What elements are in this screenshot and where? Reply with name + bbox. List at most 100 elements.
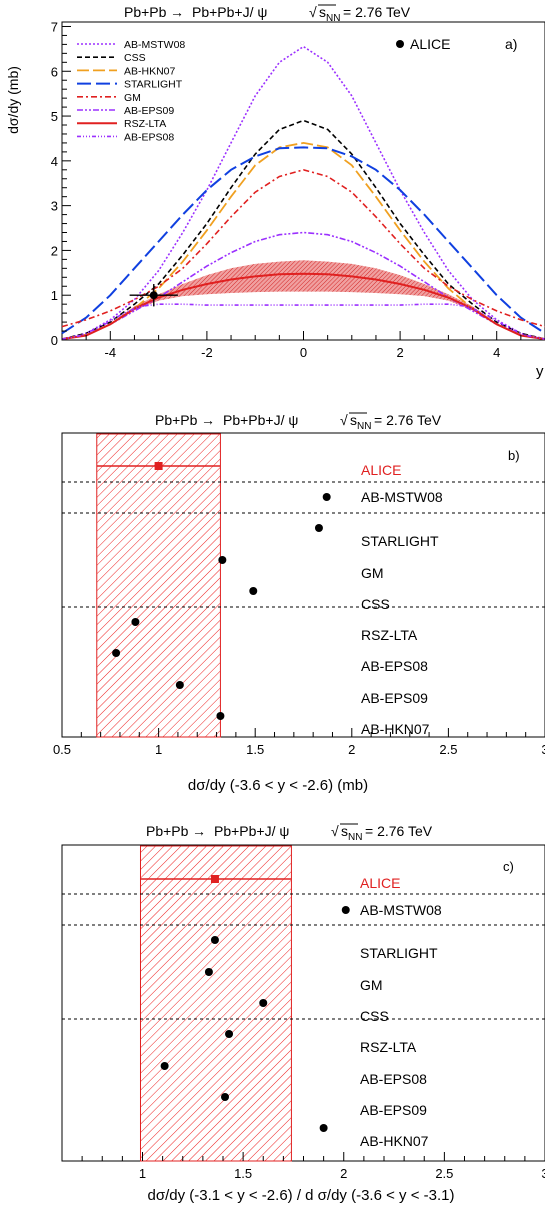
x-tick-label: -4 (105, 345, 117, 360)
y-tick-label: 5 (51, 109, 58, 124)
title-sub: NN (357, 421, 371, 432)
panel-a-ylabel: dσ/dy (mb) (5, 66, 21, 134)
model-point-ab-mstw08 (322, 493, 331, 501)
row-label-rsz-lta: RSZ-LTA (360, 1039, 417, 1055)
model-point-css (259, 999, 268, 1007)
alice-marker (149, 291, 158, 300)
legend-label-rsz-lta: RSZ-LTA (124, 118, 166, 130)
row-label-css: CSS (361, 596, 390, 612)
x-tick-label: 2 (348, 742, 355, 757)
x-tick-label: 0 (300, 345, 307, 360)
panel-b-xlabel: dσ/dy (-3.6 < y < -2.6) (mb) (188, 777, 368, 794)
row-label-rsz-lta: RSZ-LTA (361, 627, 418, 643)
row-label-ab-mstw08: AB-MSTW08 (360, 902, 442, 918)
row-label-starlight: STARLIGHT (361, 533, 439, 549)
title-right: = 2.76 TeV (365, 823, 433, 839)
title-sqrt: √ (331, 823, 339, 839)
panel-a-axes: -4 -2 0 2 4 0 1 2 3 4 5 6 7 (51, 19, 545, 360)
curve-css (61, 119, 545, 340)
title-mid: Pb+Pb+J/ ψ (214, 823, 289, 839)
alice-marker (154, 462, 163, 470)
x-tick-label: 0.5 (53, 742, 71, 757)
model-point-starlight (210, 936, 219, 944)
title-right: = 2.76 TeV (343, 4, 411, 20)
model-point-ab-hkn07 (319, 1124, 328, 1132)
curve-ab-hkn07 (61, 141, 545, 340)
curve-rsz-lta (61, 272, 545, 341)
x-tick-label: -2 (201, 345, 213, 360)
row-label-starlight: STARLIGHT (360, 945, 438, 961)
title-left: Pb+Pb (124, 4, 167, 20)
title-arrow: → (170, 4, 184, 20)
title-sub: NN (348, 832, 362, 843)
curve-ab-mstw08 (61, 45, 545, 340)
x-tick-label: 3 (541, 742, 545, 757)
row-label-css: CSS (360, 1008, 389, 1024)
title-arrow: → (201, 412, 215, 428)
curve-starlight (61, 146, 545, 335)
panel-a-xlabel: y (536, 363, 544, 380)
row-label-ab-hkn07: AB-HKN07 (360, 1133, 429, 1149)
rsz-lta-band (62, 260, 545, 340)
title-arrow: → (192, 823, 206, 839)
title-s: s (350, 412, 357, 428)
model-point-ab-eps09 (221, 1093, 230, 1101)
row-label-gm: GM (361, 565, 384, 581)
row-label-gm: GM (360, 977, 383, 993)
title-mid: Pb+Pb+J/ ψ (223, 412, 298, 428)
panel-c: Pb+Pb → Pb+Pb+J/ ψ √ s NN = 2.76 TeV ALI… (61, 823, 545, 1204)
panel-b-title: Pb+Pb → Pb+Pb+J/ ψ √ s NN = 2.76 TeV (155, 412, 442, 432)
x-tick-label: 2 (396, 345, 403, 360)
x-tick-label: 2 (340, 1166, 347, 1181)
title-mid: Pb+Pb+J/ ψ (192, 4, 267, 20)
panel-b: Pb+Pb → Pb+Pb+J/ ψ √ s NN = 2.76 TeV ALI… (53, 412, 545, 794)
legend-label-gm: GM (124, 92, 141, 104)
panel-c-frame (61, 844, 545, 1162)
legend-label-ab-hkn07: AB-HKN07 (124, 65, 176, 77)
row-label-alice: ALICE (361, 462, 401, 478)
model-point-rsz-lta (131, 618, 140, 626)
y-tick-label: 0 (51, 333, 58, 348)
panel-c-content: ALICE AB-MSTW08 STARLIGHT GM CSS RSZ-LTA AB-EP… (61, 845, 545, 1181)
x-tick-label: 1.5 (234, 1166, 252, 1181)
title-left: Pb+Pb (146, 823, 189, 839)
row-label-ab-hkn07: AB-HKN07 (361, 721, 430, 737)
alice-marker (210, 875, 219, 883)
panel-c-title: Pb+Pb → Pb+Pb+J/ ψ √ s NN = 2.76 TeV (146, 823, 433, 843)
panel-a-title: Pb+Pb → Pb+Pb+J/ ψ √ s NN = 2.76 TeV (124, 4, 411, 24)
title-sqrt: √ (340, 412, 348, 428)
legend-label-starlight: STARLIGHT (124, 79, 183, 91)
y-tick-label: 6 (51, 64, 58, 79)
panel-c-label: c) (503, 859, 514, 874)
title-s: s (319, 4, 326, 20)
model-point-ab-eps09 (175, 681, 184, 689)
row-label-ab-mstw08: AB-MSTW08 (361, 489, 443, 505)
title-sub: NN (326, 13, 340, 24)
y-tick-label: 3 (51, 199, 58, 214)
y-tick-label: 2 (51, 243, 58, 258)
alice-uncertainty-band (139, 845, 292, 1162)
model-point-ab-hkn07 (216, 712, 225, 720)
x-tick-label: 4 (493, 345, 500, 360)
title-sqrt: √ (309, 4, 317, 20)
model-point-ab-mstw08 (341, 906, 350, 914)
model-point-starlight (314, 524, 323, 532)
model-point-gm (218, 556, 227, 564)
alice-legend-label: ALICE (410, 36, 450, 52)
model-point-css (249, 587, 258, 595)
title-right: = 2.76 TeV (374, 412, 442, 428)
panel-b-frame (61, 432, 545, 738)
model-point-gm (204, 968, 213, 976)
x-tick-label: 2.5 (439, 742, 457, 757)
row-label-alice: ALICE (360, 875, 400, 891)
y-tick-label: 7 (51, 19, 58, 34)
x-tick-label: 2.5 (435, 1166, 453, 1181)
panel-a: Pb+Pb → Pb+Pb+J/ ψ √ s NN = 2.76 TeV -4 -… (5, 4, 545, 380)
legend-label-ab-mstw08: AB-MSTW08 (124, 39, 185, 51)
title-s: s (341, 823, 348, 839)
x-tick-label: 1.5 (246, 742, 264, 757)
title-left: Pb+Pb (155, 412, 198, 428)
model-point-rsz-lta (225, 1030, 234, 1038)
